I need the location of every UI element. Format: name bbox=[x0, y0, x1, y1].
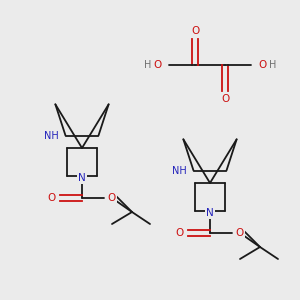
Text: NH: NH bbox=[44, 131, 58, 141]
Text: NH: NH bbox=[172, 166, 187, 176]
Text: O: O bbox=[108, 193, 116, 203]
Text: O: O bbox=[236, 228, 244, 238]
Text: H: H bbox=[144, 60, 151, 70]
Text: H: H bbox=[269, 60, 276, 70]
Text: O: O bbox=[154, 60, 162, 70]
Text: N: N bbox=[206, 208, 214, 218]
Text: O: O bbox=[191, 26, 199, 36]
Text: O: O bbox=[48, 193, 56, 203]
Text: O: O bbox=[258, 60, 266, 70]
Text: N: N bbox=[78, 173, 86, 183]
Text: O: O bbox=[221, 94, 229, 104]
Text: O: O bbox=[176, 228, 184, 238]
